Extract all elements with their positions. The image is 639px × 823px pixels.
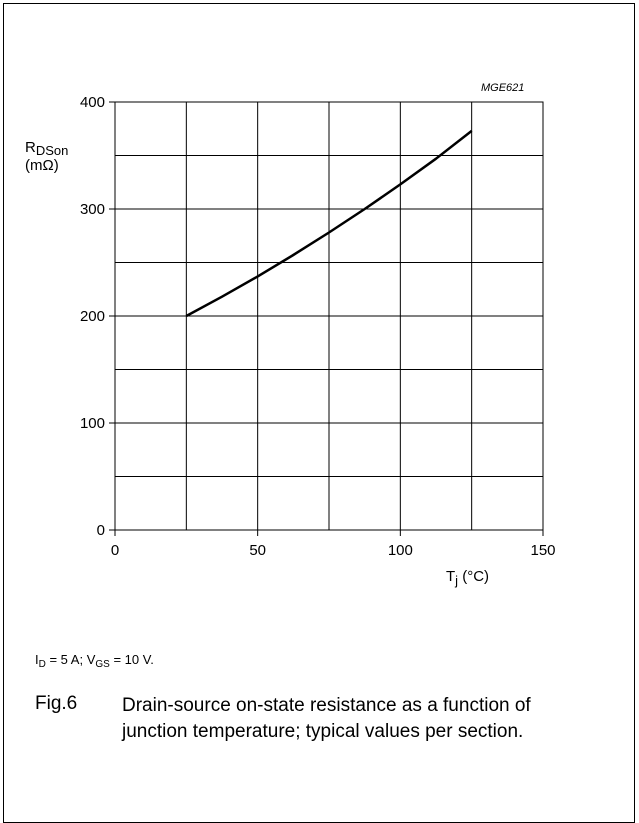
vgs-subscript: GS [95, 659, 110, 670]
id-subscript: D [38, 659, 46, 670]
figure-number: Fig.6 [35, 693, 78, 714]
x-tick-label: 150 [530, 542, 555, 559]
test-conditions: ID = 5 A; VGS = 10 V. [35, 652, 154, 670]
id-symbol: I [35, 652, 39, 667]
y-tick-label: 0 [97, 522, 105, 539]
x-tick-label: 0 [111, 542, 119, 559]
y-tick-label: 300 [80, 201, 105, 218]
y-tick-label: 100 [80, 415, 105, 432]
y-axis-subscript: DSon [35, 143, 69, 158]
x-axis-label: Tj (°C) [446, 568, 490, 588]
y-tick-label: 200 [80, 308, 105, 325]
x-axis-unit: (°C) [458, 568, 490, 585]
y-tick-label: 400 [80, 94, 105, 111]
x-axis-subscript: j [455, 573, 459, 588]
x-axis-symbol: T [446, 568, 456, 585]
vgs-value: = 10 V. [109, 652, 154, 667]
figure-caption: Drain-source on-state resistance as a fu… [122, 695, 531, 742]
figure-code: MGE621 [481, 82, 525, 94]
y-axis-symbol: R [25, 139, 36, 156]
series-line [185, 129, 473, 318]
y-axis-unit: (mΩ) [25, 157, 59, 174]
x-tick-label: 50 [249, 542, 266, 559]
x-tick-label: 100 [388, 542, 413, 559]
y-axis-label: RDSon (mΩ) [25, 139, 68, 175]
id-value: = 5 A; V [45, 652, 96, 667]
